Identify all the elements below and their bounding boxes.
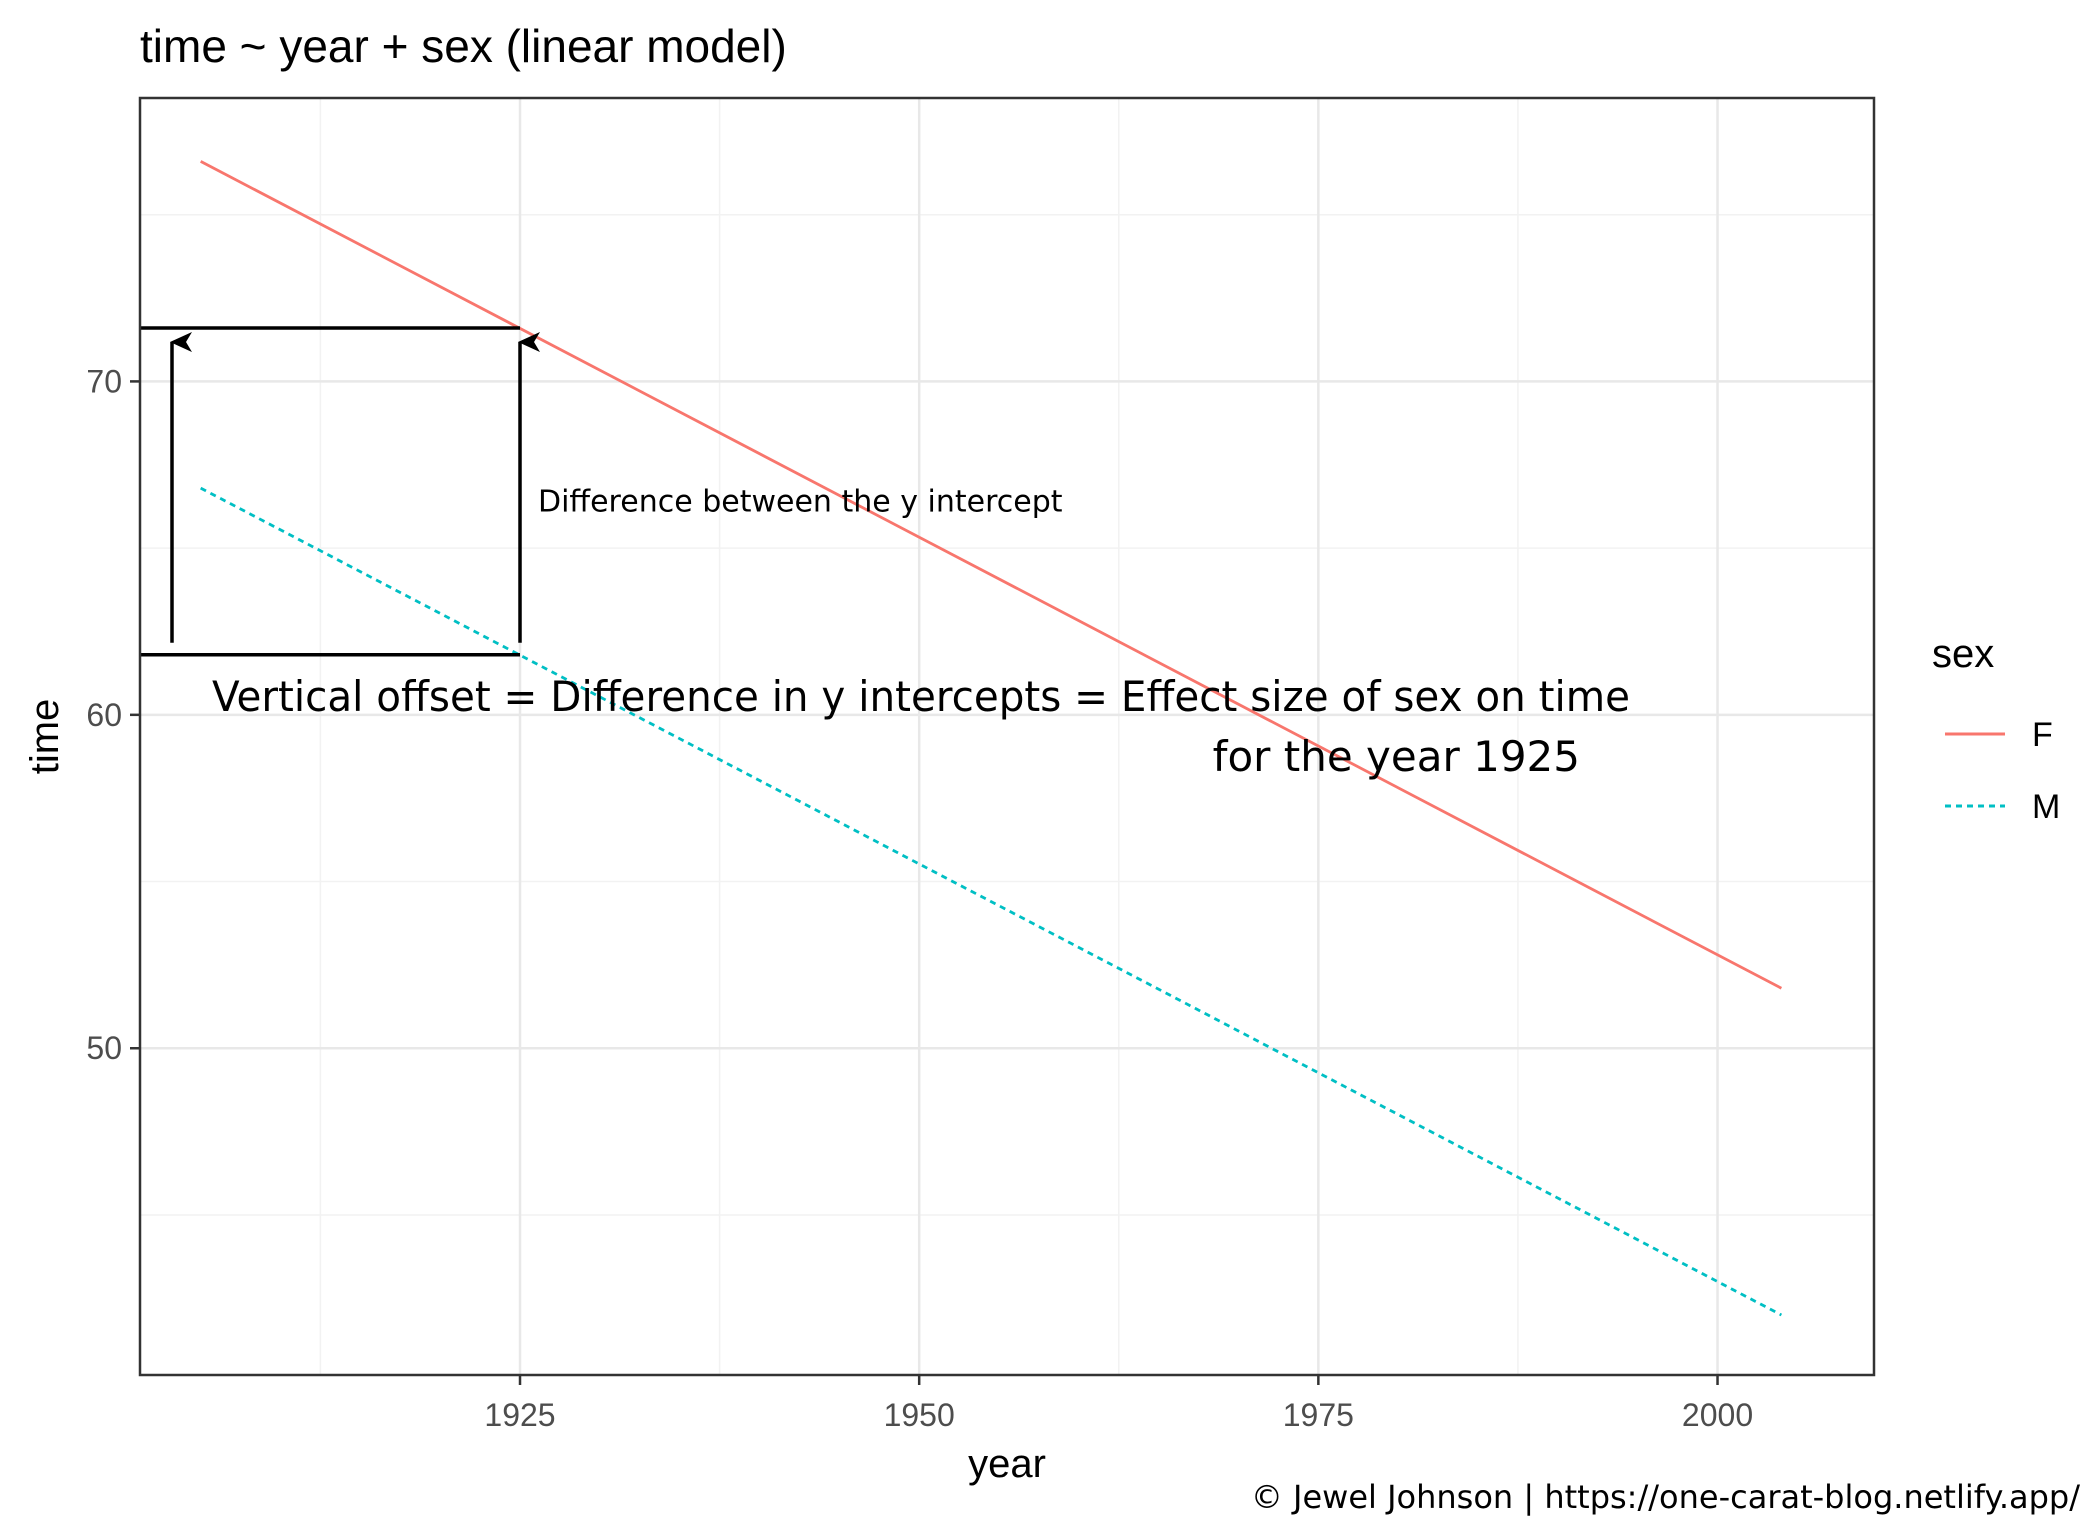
series-line-f [200,160,1783,990]
panel-border [138,96,1876,1377]
series-layer [200,160,1783,1317]
x-tick-label: 1950 [884,1397,955,1433]
x-tick-label: 1925 [484,1397,555,1433]
annotation-layer: Difference between the y intercept Vertic… [140,326,1630,781]
x-axis-label: year [968,1442,1046,1486]
y-tick-label: 60 [86,697,122,733]
effect-size-label-line1: Vertical offset = Difference in y interc… [212,672,1630,721]
legend-items: FM [1945,716,2060,826]
chart-title: time ~ year + sex (linear model) [140,20,787,72]
y-axis-label: time [23,699,67,775]
intercept-difference-label: Difference between the y intercept [538,484,1063,519]
effect-size-label-line2: for the year 1925 [1213,732,1580,781]
y-tick-label: 50 [86,1030,122,1066]
copyright-credit: © Jewel Johnson | https://one-carat-blog… [1251,1478,2080,1516]
y-tick-label: 70 [86,363,122,399]
legend: sex FM [1932,632,2060,826]
major-gridlines [140,98,1874,1375]
y-axis: 50 60 70 [86,363,140,1066]
x-tick-label: 1975 [1283,1397,1354,1433]
minor-gridlines [140,98,1874,1375]
x-tick-label: 2000 [1682,1397,1753,1433]
panel-background [140,98,1874,1375]
legend-title: sex [1932,632,1994,676]
plot-panel: Difference between the y intercept Vertic… [138,96,1876,1377]
x-axis: 1925 1950 1975 2000 [484,1375,1753,1433]
legend-label-m: M [2032,788,2060,826]
series-line-m [200,486,1783,1317]
legend-label-f: F [2032,716,2053,754]
